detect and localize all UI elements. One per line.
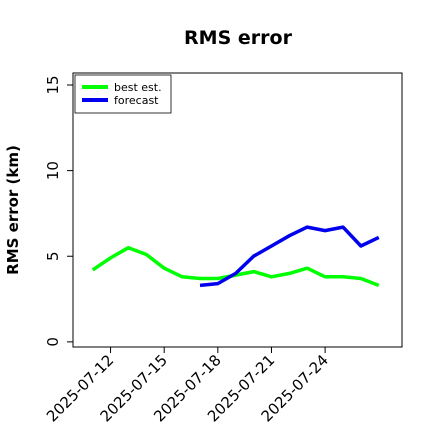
series-line-best-est — [91, 245, 380, 288]
legend-label-best-est: best est. — [114, 81, 162, 94]
y-axis-ticks: 0 5 10 15 — [44, 75, 73, 347]
legend-label-forecast: forecast — [114, 94, 159, 107]
x-axis-ticks: 2025-07-122025-07-152025-07-182025-07-21… — [43, 347, 332, 425]
y-tick-label: 0 — [44, 337, 62, 347]
series-line-forecast — [199, 225, 380, 288]
chart-title: RMS error — [184, 27, 293, 49]
plot-area-frame — [72, 72, 403, 348]
series-lines — [91, 225, 380, 288]
y-tick-label: 15 — [44, 75, 62, 94]
legend: best est. forecast — [74, 74, 172, 114]
y-tick-label: 5 — [44, 251, 62, 261]
y-axis-label: RMS error (km) — [4, 145, 22, 275]
y-tick-label: 10 — [44, 161, 62, 180]
legend-box — [74, 74, 172, 114]
